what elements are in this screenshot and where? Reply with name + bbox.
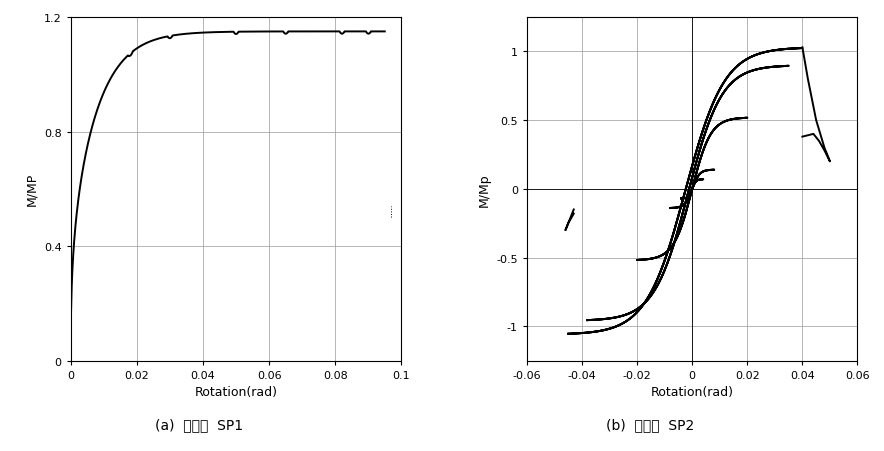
X-axis label: Rotation(rad): Rotation(rad): [194, 385, 278, 398]
Y-axis label: M/Mp: M/Mp: [477, 173, 491, 206]
Text: (a)  시험체  SP1: (a) 시험체 SP1: [155, 418, 243, 432]
Text: (b)  시험체  SP2: (b) 시험체 SP2: [606, 418, 694, 432]
Y-axis label: M/MP: M/MP: [26, 173, 38, 206]
X-axis label: Rotation(rad): Rotation(rad): [651, 385, 734, 398]
